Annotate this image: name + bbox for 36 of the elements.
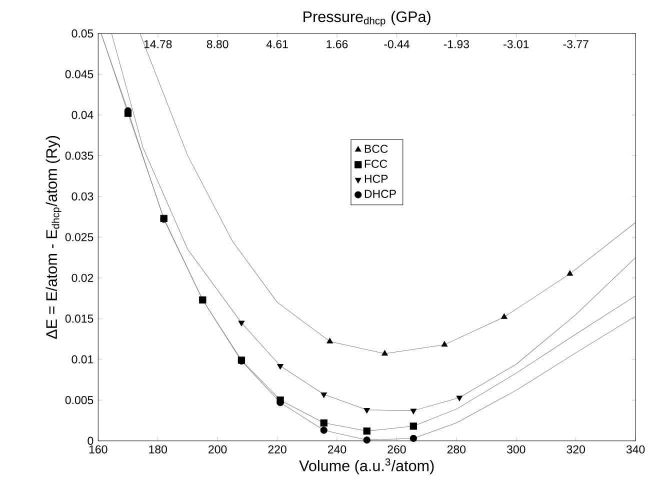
x-axis-title: Volume (a.u.$^{3}$/atom) [299,458,434,474]
legend-label: BCC [364,144,388,153]
y-tick-label: 0.025 [65,232,94,242]
y-tick-label: 0.02 [72,274,94,282]
annotation: 8.80 [206,40,228,48]
x-tick-label: 340 [626,445,645,454]
y-tick-label: 0.03 [72,192,94,200]
annotation: 1.66 [326,40,348,48]
legend-label: HCP [364,174,388,183]
x-tick-label: 160 [89,445,108,454]
legend-label: DHCP [364,190,396,198]
x-tick-label: 320 [566,445,585,454]
legend-label: FCC [364,160,388,168]
annotation: 14.78 [144,40,172,48]
annotation: -0.44 [384,40,410,48]
x-tick-label: 220 [268,445,286,454]
x-tick-label: 200 [208,445,227,454]
x-tick-label: 300 [507,445,526,454]
y-tick-label: 0.035 [65,151,94,160]
y-tick-label: 0.05 [72,29,94,38]
annotation: -1.93 [444,40,469,48]
annotation: 4.61 [266,40,288,48]
x-tick-label: 180 [149,445,167,454]
y-tick-label: 0.01 [72,355,94,364]
annotation: -3.77 [563,40,588,48]
y-tick-label: 0.005 [65,396,94,404]
annotation: -3.01 [504,40,529,48]
y-axis-title: ΔE = E/atom - E$_{dhcp}$/atom (Ry) [46,136,62,339]
y-tick-label: 0.045 [65,70,94,78]
x2-axis-title: Pressure$_{dhcp}$ (GPa) [304,10,430,26]
y-tick-label: 0 [88,436,94,445]
y-tick-label: 0.04 [72,110,94,119]
x-tick-label: 240 [328,445,346,454]
x-tick-label: 280 [447,445,466,454]
y-tick-label: 0.015 [65,314,94,323]
x-tick-label: 260 [388,445,406,454]
